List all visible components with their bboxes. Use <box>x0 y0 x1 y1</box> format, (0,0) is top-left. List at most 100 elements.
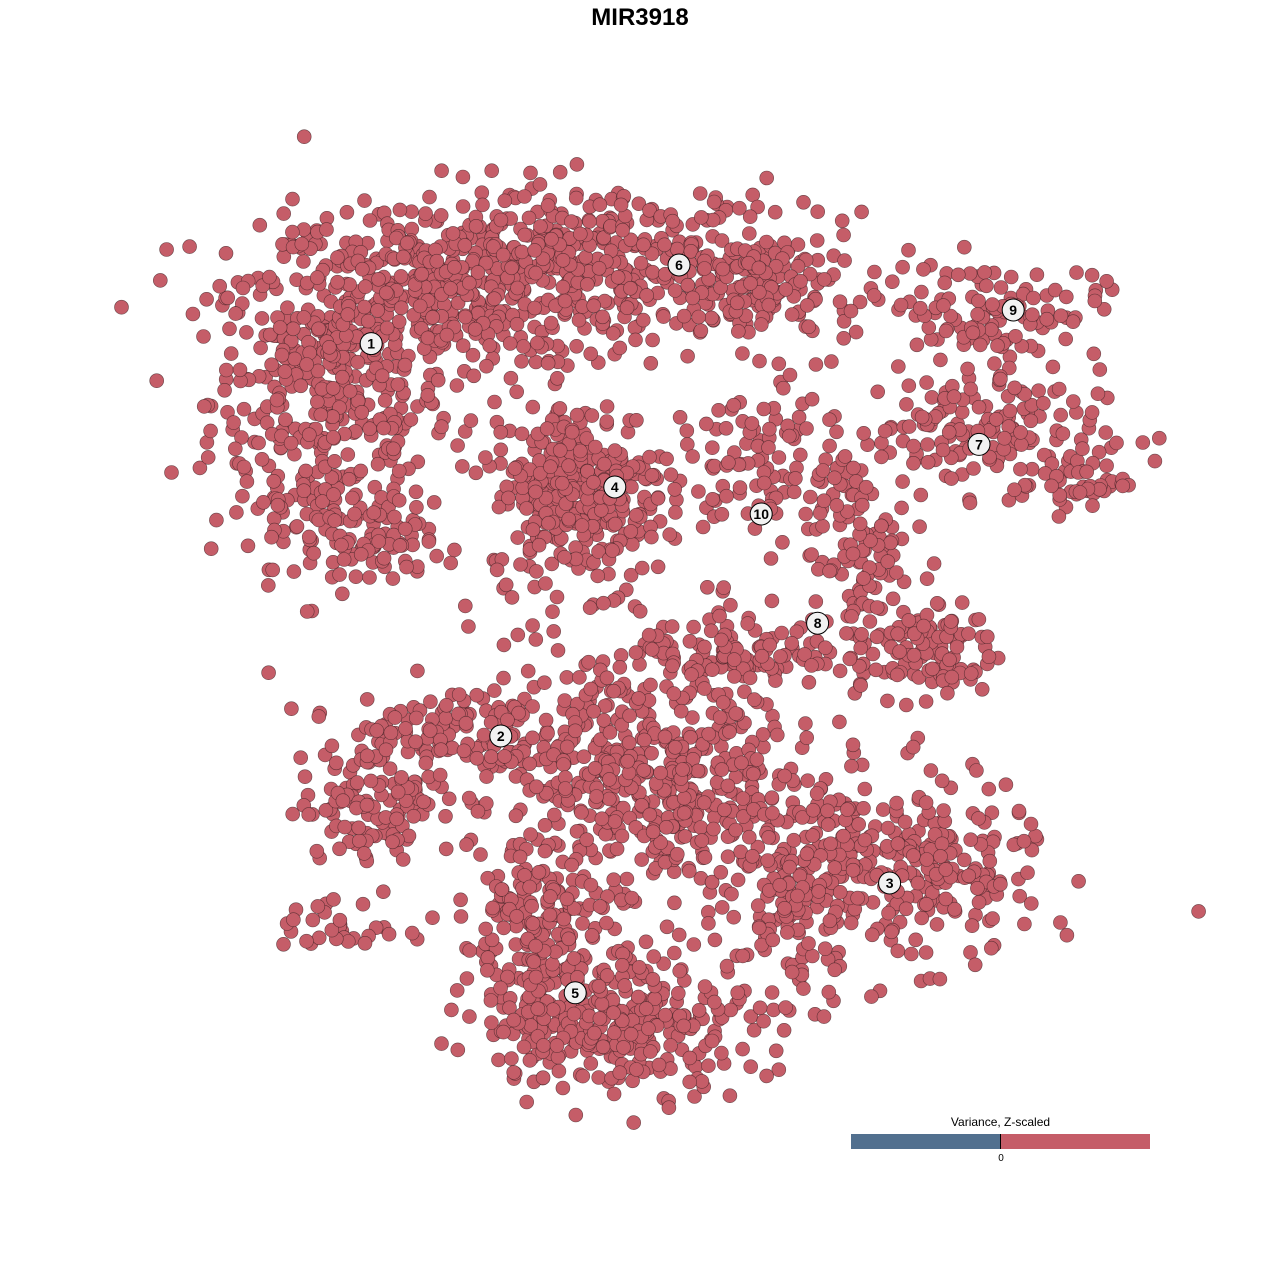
data-point <box>591 978 607 994</box>
data-point <box>474 185 490 200</box>
data-point <box>478 450 493 465</box>
data-point <box>324 470 340 486</box>
data-point <box>765 805 780 821</box>
data-point <box>919 571 935 587</box>
data-point <box>880 820 896 836</box>
data-point <box>557 549 572 565</box>
data-point <box>532 177 548 192</box>
data-point <box>528 938 544 954</box>
data-point <box>479 962 495 978</box>
data-point <box>444 1002 459 1018</box>
data-point <box>950 267 966 283</box>
data-point <box>543 315 559 331</box>
data-point <box>552 164 568 180</box>
data-point <box>750 199 765 215</box>
data-point <box>453 909 469 924</box>
data-point <box>993 371 1008 387</box>
data-point <box>827 962 843 978</box>
data-point <box>782 367 798 383</box>
data-point <box>377 393 393 408</box>
data-point <box>854 626 869 642</box>
data-point <box>458 715 474 731</box>
data-point <box>946 389 962 405</box>
data-point <box>764 593 780 609</box>
data-point <box>641 627 657 643</box>
data-point <box>483 993 499 1008</box>
data-point <box>635 312 651 328</box>
data-point <box>657 1007 673 1023</box>
data-point <box>616 1040 631 1055</box>
data-point <box>321 339 337 355</box>
data-point <box>910 875 926 891</box>
data-point <box>478 921 494 937</box>
data-point <box>482 338 498 353</box>
data-point <box>752 1000 768 1016</box>
data-point <box>645 971 661 987</box>
data-point <box>420 387 436 403</box>
data-point <box>252 217 268 233</box>
data-point <box>837 449 853 464</box>
data-point <box>489 562 505 578</box>
data-point <box>315 494 330 509</box>
data-point <box>264 357 279 373</box>
data-point <box>262 269 277 285</box>
data-point <box>1059 927 1075 943</box>
data-point <box>310 363 326 379</box>
data-point <box>575 1068 591 1084</box>
data-point <box>663 1038 678 1053</box>
data-point <box>877 423 893 439</box>
data-point <box>296 129 312 144</box>
data-point <box>993 876 1008 892</box>
data-point <box>906 647 922 663</box>
data-point <box>801 674 817 690</box>
data-point <box>561 511 577 527</box>
data-point <box>199 291 214 307</box>
data-point <box>843 915 859 931</box>
data-point <box>692 186 708 201</box>
data-point <box>644 468 660 483</box>
data-point <box>634 852 650 867</box>
data-point <box>686 619 701 635</box>
data-point <box>461 275 477 291</box>
data-point <box>592 1011 608 1026</box>
data-point <box>395 852 411 867</box>
data-point <box>447 542 462 558</box>
data-point <box>439 697 454 713</box>
data-point <box>473 847 488 862</box>
data-point <box>656 309 671 324</box>
data-point <box>816 493 832 509</box>
data-point <box>697 979 713 994</box>
data-point <box>628 332 643 348</box>
data-point <box>623 232 639 248</box>
cluster-label-1: 1 <box>359 332 383 356</box>
data-point <box>800 773 816 789</box>
data-point <box>605 326 621 341</box>
data-point <box>817 941 833 957</box>
data-point <box>549 370 565 386</box>
data-point <box>777 900 792 916</box>
data-point <box>823 836 838 852</box>
data-point <box>1036 395 1051 411</box>
data-point <box>763 551 779 566</box>
data-point <box>599 915 614 931</box>
data-point <box>854 497 870 513</box>
data-point <box>266 473 282 489</box>
data-point <box>906 848 921 863</box>
data-point <box>667 481 683 497</box>
data-point <box>718 420 734 436</box>
data-point <box>804 658 819 673</box>
data-point <box>1090 386 1106 402</box>
data-point <box>484 163 500 178</box>
data-point <box>686 937 702 952</box>
cluster-label-text: 5 <box>571 985 579 1001</box>
data-point <box>772 877 788 893</box>
data-point <box>269 392 285 408</box>
data-point <box>839 626 854 641</box>
data-point <box>583 681 599 697</box>
data-point <box>759 170 775 186</box>
data-point <box>564 857 580 873</box>
data-point <box>820 803 835 819</box>
data-point <box>391 463 407 479</box>
data-point <box>581 654 596 670</box>
data-point <box>615 222 630 238</box>
